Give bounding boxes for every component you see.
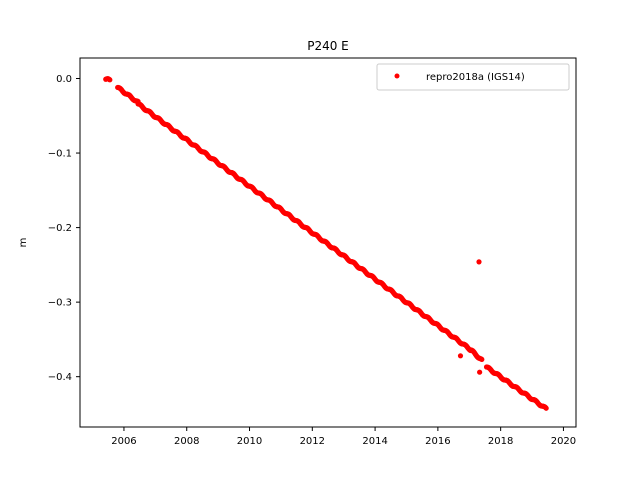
x-tick-label: 2020	[551, 436, 576, 447]
x-tick-label: 2016	[425, 436, 450, 447]
data-point	[479, 356, 485, 363]
legend: repro2018a (IGS14)	[376, 63, 570, 91]
y-axis-label: m	[18, 238, 29, 248]
outlier-point	[476, 259, 482, 265]
outlier-point	[457, 353, 464, 359]
y-tick-label: −0.1	[48, 149, 72, 160]
plot-area-frame	[79, 57, 577, 428]
data-points	[103, 76, 549, 411]
x-tick-label: 2010	[237, 436, 262, 447]
y-tick-label: 0.0	[56, 74, 72, 85]
x-tick-label: 2018	[488, 436, 513, 447]
y-tick-label: −0.2	[48, 223, 72, 234]
chart-title: P240 E	[307, 39, 349, 53]
legend-marker	[394, 73, 400, 79]
x-tick-label: 2012	[300, 436, 325, 447]
legend-box	[376, 63, 570, 91]
y-tick-label: −0.4	[48, 372, 72, 383]
x-tick-label: 2014	[362, 436, 387, 447]
y-axis: 0.0 −0.1 −0.2 −0.3 −0.4	[48, 74, 80, 383]
x-tick-label: 2006	[111, 436, 136, 447]
data-point	[543, 405, 549, 411]
legend-label-repro2018a: repro2018a (IGS14)	[426, 72, 525, 83]
outlier-point	[477, 369, 483, 375]
x-tick-label: 2008	[174, 436, 199, 447]
y-tick-label: −0.3	[48, 298, 72, 309]
x-axis: 2006 2008 2010 2012 2014 2016 2018 2020	[111, 427, 576, 447]
data-point	[107, 77, 113, 83]
